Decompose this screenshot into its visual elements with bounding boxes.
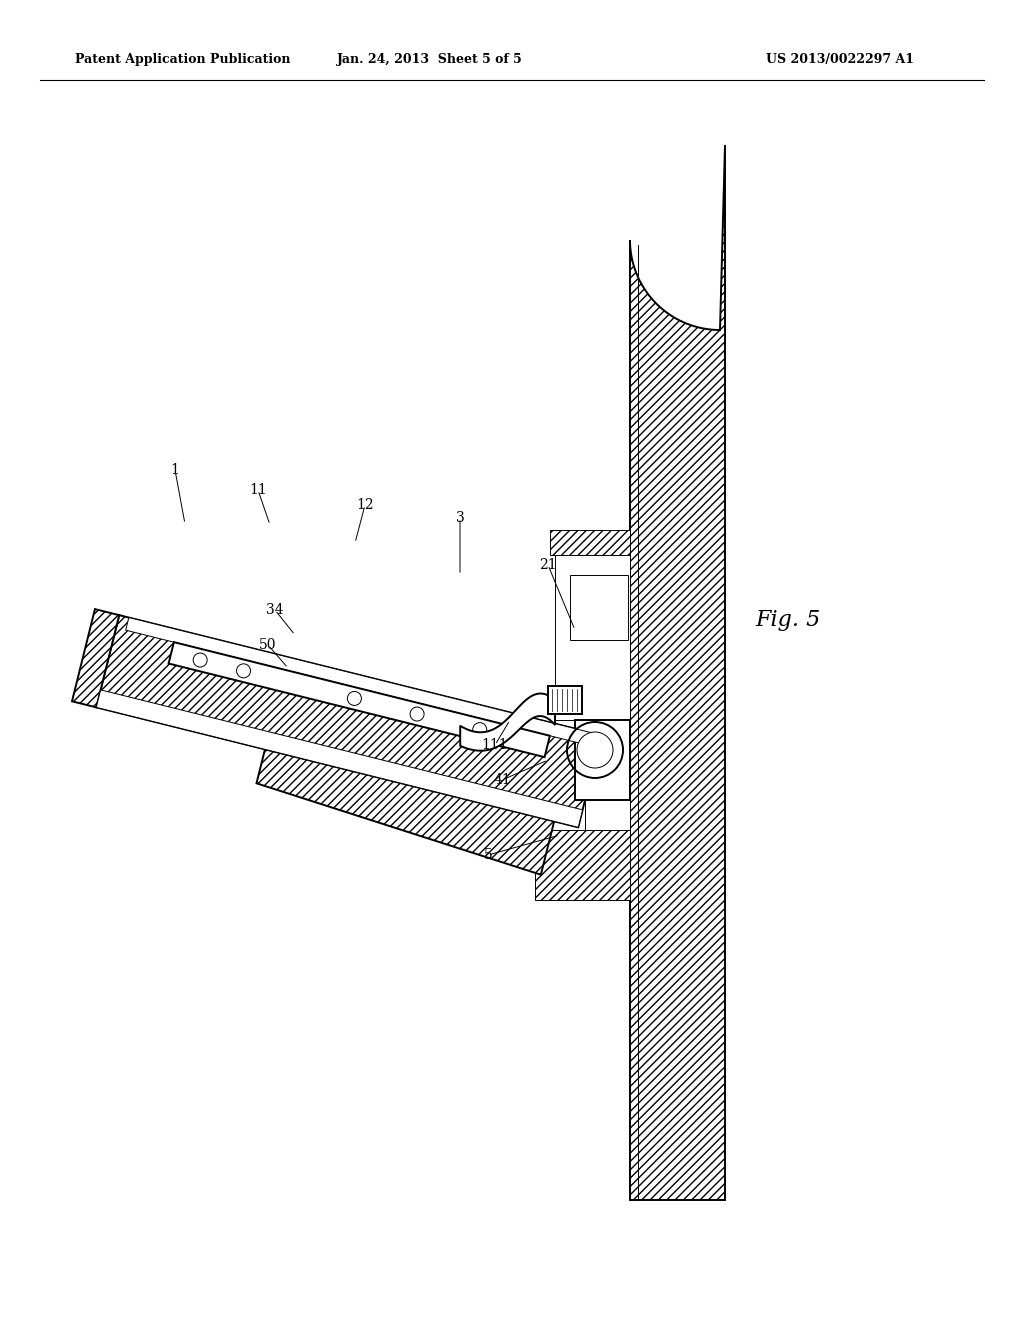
Circle shape [347,692,361,705]
Circle shape [237,664,251,678]
Circle shape [194,653,207,667]
Polygon shape [126,618,601,747]
Text: 11: 11 [249,483,267,498]
Polygon shape [555,554,630,719]
Text: Patent Application Publication: Patent Application Publication [75,54,291,66]
Text: Jan. 24, 2013  Sheet 5 of 5: Jan. 24, 2013 Sheet 5 of 5 [337,54,523,66]
Polygon shape [96,615,601,828]
Text: 12: 12 [356,498,374,512]
Polygon shape [169,642,550,758]
Polygon shape [575,719,630,800]
Text: 111: 111 [481,738,508,752]
Polygon shape [460,693,555,751]
Polygon shape [548,686,582,714]
Circle shape [577,733,613,768]
Text: 41: 41 [494,774,511,787]
Text: US 2013/0022297 A1: US 2013/0022297 A1 [766,54,914,66]
Polygon shape [96,690,583,828]
Text: 34: 34 [266,603,284,616]
Polygon shape [630,145,725,1200]
Text: 50: 50 [259,638,276,652]
Polygon shape [72,609,119,708]
Text: Fig. 5: Fig. 5 [755,609,820,631]
Text: 1: 1 [171,463,179,477]
Polygon shape [570,576,628,640]
Text: 3: 3 [456,511,464,525]
Text: 5: 5 [483,847,493,862]
Polygon shape [256,750,554,875]
Polygon shape [535,830,630,900]
Circle shape [410,708,424,721]
Circle shape [473,722,486,737]
Text: 21: 21 [540,558,557,572]
Polygon shape [550,531,630,554]
Polygon shape [585,800,630,830]
